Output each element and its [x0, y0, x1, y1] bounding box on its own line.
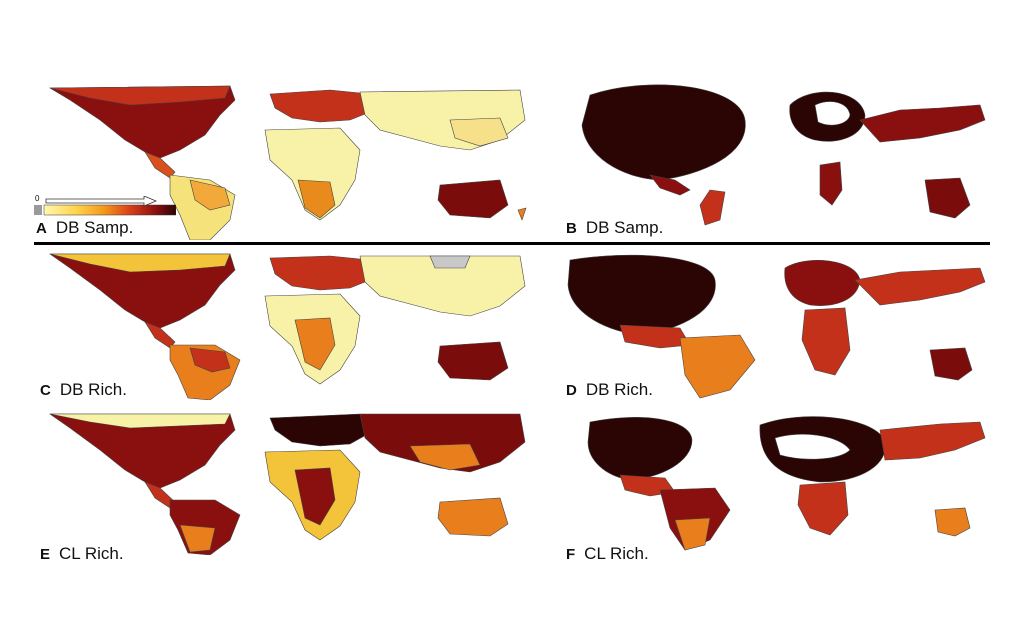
panel-b-map — [540, 80, 1000, 240]
color-scale-legend: 0 — [34, 194, 177, 216]
africa — [264, 127, 361, 221]
north-america-cartogram — [587, 417, 693, 481]
central-america-cartogram — [649, 174, 691, 196]
africa-central — [294, 317, 336, 371]
panel-title-f: CL Rich. — [584, 544, 649, 563]
south-america-cartogram — [679, 334, 756, 399]
panel-letter-f: F — [566, 546, 576, 563]
europe — [269, 255, 376, 291]
africa-central — [294, 467, 336, 526]
australia-cartogram — [934, 507, 971, 537]
panel-title-e: CL Rich. — [59, 544, 124, 563]
panel-label-c: C DB Rich. — [40, 380, 127, 400]
africa-cartogram — [797, 481, 849, 536]
legend-gradient-bar — [43, 204, 177, 216]
australia-cartogram — [929, 347, 973, 381]
panel-d-map — [540, 250, 1000, 400]
asia-cartogram — [859, 104, 986, 143]
south-america-brazil — [189, 179, 231, 211]
south-america-cartogram — [699, 189, 726, 226]
east-asia — [449, 117, 509, 147]
south-america-south-cartogram — [674, 517, 711, 551]
asia-cartogram — [854, 267, 986, 306]
legend-arrow-icon — [45, 195, 158, 207]
panel-title-d: DB Rich. — [585, 380, 653, 399]
north-america-arctic — [49, 413, 231, 429]
panel-e-map — [30, 410, 530, 555]
legend-zero-label: 0 — [35, 194, 40, 203]
panel-letter-b: B — [566, 220, 577, 237]
panel-title-a: DB Samp. — [55, 218, 134, 237]
cartogram-map-d — [567, 254, 986, 399]
africa-south — [297, 179, 336, 219]
cartogram-map-f — [587, 416, 986, 551]
world-map-standard-c — [49, 253, 526, 400]
europe-blank — [774, 433, 851, 460]
panel-title-c: DB Rich. — [59, 380, 127, 399]
panel-f-map — [540, 410, 1000, 555]
australia-cartogram — [924, 177, 971, 219]
africa-cartogram — [801, 307, 851, 376]
australia — [437, 179, 509, 219]
panel-label-e: E CL Rich. — [40, 544, 124, 564]
europe — [269, 89, 376, 123]
panel-letter-c: C — [40, 382, 51, 399]
central-america-cartogram — [619, 324, 691, 349]
south-america-amazon — [189, 347, 231, 373]
new-zealand — [517, 207, 527, 221]
panel-label-b: B DB Samp. — [566, 218, 663, 238]
north-america-region — [49, 413, 236, 489]
legend-zero-swatch — [34, 205, 42, 215]
asia — [359, 413, 526, 473]
legend-gradient — [34, 195, 177, 216]
central-america — [144, 151, 176, 179]
world-map-standard-a — [48, 85, 527, 240]
europe-cartogram — [784, 259, 861, 306]
panel-a-map — [30, 80, 530, 240]
row-divider — [34, 242, 990, 245]
europe — [269, 413, 376, 447]
north-america-canada — [49, 85, 231, 106]
north-america-cartogram — [581, 84, 746, 181]
north-america-cartogram — [567, 254, 716, 336]
australia — [437, 341, 509, 381]
panel-label-d: D DB Rich. — [566, 380, 653, 400]
cartogram-map-b — [581, 84, 986, 226]
panel-c-map — [30, 250, 530, 400]
asia — [359, 255, 526, 317]
panel-letter-e: E — [40, 546, 51, 563]
north-america-region — [48, 85, 236, 159]
africa-cartogram — [819, 161, 843, 206]
panel-letter-d: D — [566, 382, 577, 399]
asia-nodata — [429, 255, 471, 269]
panel-title-b: DB Samp. — [585, 218, 664, 237]
asia-south — [409, 443, 481, 471]
south-america-south — [179, 524, 216, 553]
australia — [437, 497, 509, 537]
panel-label-f: F CL Rich. — [566, 544, 649, 564]
world-map-standard-e — [49, 413, 526, 555]
panel-letter-a: A — [36, 220, 47, 237]
europe-blank — [814, 101, 851, 126]
panel-label-a: A DB Samp. — [36, 218, 133, 238]
north-america-region — [49, 253, 236, 329]
asia-cartogram — [879, 421, 986, 461]
north-america-canada — [49, 253, 231, 273]
